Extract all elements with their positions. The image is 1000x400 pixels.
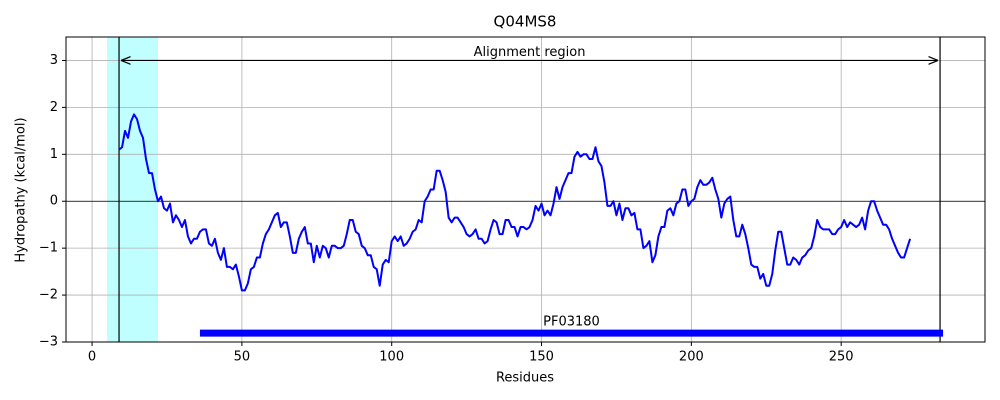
y-tick-label: 2 (50, 100, 58, 115)
alignment-label: Alignment region (474, 45, 586, 60)
x-axis-label: Residues (496, 371, 554, 386)
chart-title: Q04MS8 (494, 13, 557, 31)
y-tick-label: 0 (50, 194, 58, 209)
highlight-region (107, 37, 158, 342)
series-line (118, 113, 912, 292)
y-tick-label: −1 (39, 241, 58, 256)
y-tick-label: 1 (50, 147, 58, 162)
y-tick-label: 3 (50, 53, 58, 68)
domain-label: PF03180 (543, 315, 600, 330)
x-tick-label: 150 (529, 350, 554, 365)
y-tick-label: −3 (39, 335, 58, 350)
x-tick-label: 200 (679, 350, 704, 365)
x-tick-label: 50 (234, 350, 251, 365)
x-tick-label: 100 (379, 350, 404, 365)
x-tick-label: 0 (88, 350, 96, 365)
x-tick-label: 250 (829, 350, 854, 365)
plot-area (66, 37, 985, 342)
y-tick-label: −2 (39, 288, 58, 303)
plot-frame (65, 36, 986, 343)
y-axis-label: Hydropathy (kcal/mol) (14, 117, 29, 262)
